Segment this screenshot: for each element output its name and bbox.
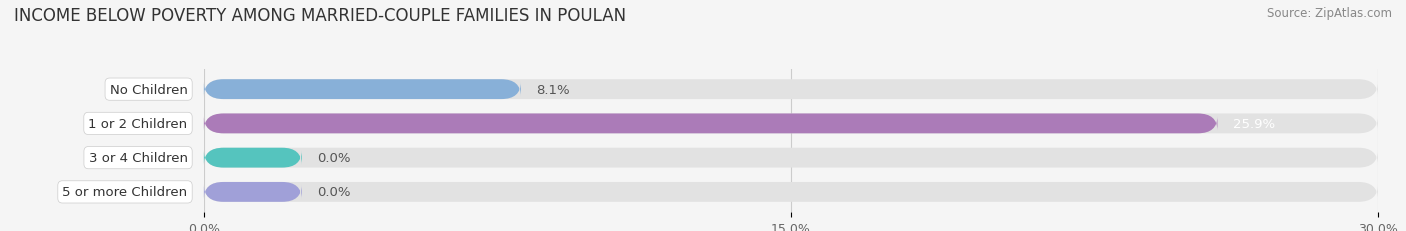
Text: 8.1%: 8.1% (537, 83, 569, 96)
Text: Source: ZipAtlas.com: Source: ZipAtlas.com (1267, 7, 1392, 20)
FancyBboxPatch shape (204, 148, 302, 168)
Text: 0.0%: 0.0% (318, 185, 352, 198)
Text: 3 or 4 Children: 3 or 4 Children (89, 152, 187, 164)
FancyBboxPatch shape (204, 182, 302, 202)
Text: No Children: No Children (110, 83, 187, 96)
FancyBboxPatch shape (204, 114, 1218, 134)
FancyBboxPatch shape (204, 80, 1378, 100)
Text: 0.0%: 0.0% (318, 152, 352, 164)
Text: INCOME BELOW POVERTY AMONG MARRIED-COUPLE FAMILIES IN POULAN: INCOME BELOW POVERTY AMONG MARRIED-COUPL… (14, 7, 626, 25)
FancyBboxPatch shape (204, 114, 1378, 134)
Text: 5 or more Children: 5 or more Children (62, 185, 187, 198)
FancyBboxPatch shape (204, 148, 1378, 168)
FancyBboxPatch shape (204, 182, 1378, 202)
Text: 25.9%: 25.9% (1233, 117, 1275, 130)
FancyBboxPatch shape (204, 80, 520, 100)
Text: 1 or 2 Children: 1 or 2 Children (89, 117, 187, 130)
